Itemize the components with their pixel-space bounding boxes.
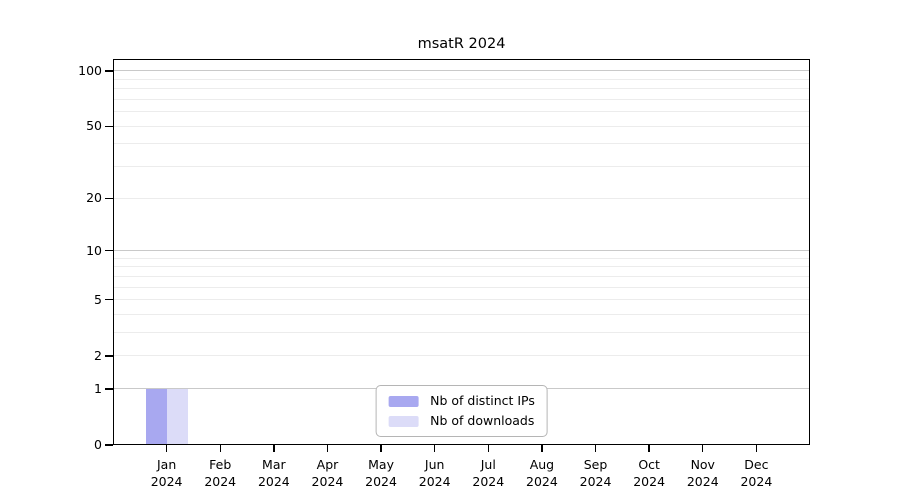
x-axis-tick-label: Jul 2024 <box>472 457 505 489</box>
y-axis-tick-label: 50 <box>86 118 102 134</box>
gridline-minor <box>113 197 810 199</box>
gridline-minor <box>113 111 810 113</box>
plot-area: Nb of distinct IPs Nb of downloads 0 1 2 5 1… <box>78 59 810 489</box>
y-axis-tick <box>105 299 113 301</box>
x-axis-tick <box>594 445 597 452</box>
chart-title: msatR 2024 <box>417 36 506 52</box>
x-axis-tick-label: Sep 2024 <box>579 457 612 489</box>
legend-swatch-distinct-ips <box>388 395 419 407</box>
y-axis-tick <box>105 70 113 72</box>
legend-label-distinct-ips: Nb of distinct IPs <box>430 393 535 408</box>
legend: Nb of distinct IPs Nb of downloads <box>375 385 548 437</box>
gridline-minor <box>113 299 810 301</box>
x-axis-tick-label: Nov 2024 <box>686 457 719 489</box>
bar-nb-of-downloads-jan <box>166 388 188 445</box>
x-axis-tick-label: Oct 2024 <box>633 457 666 489</box>
y-axis-tick <box>105 444 113 446</box>
gridline-minor <box>113 166 810 168</box>
gridline-minor <box>113 314 810 316</box>
y-axis-tick-label: 10 <box>86 242 102 258</box>
x-axis-tick <box>541 445 543 452</box>
x-axis-tick <box>380 445 382 452</box>
gridline-minor <box>113 257 810 259</box>
gridline-minor <box>113 98 810 100</box>
legend-label-downloads: Nb of downloads <box>430 413 535 428</box>
y-axis-tick-label: 100 <box>78 62 102 78</box>
x-axis-tick-label: May 2024 <box>365 457 397 489</box>
legend-item-downloads: Nb of downloads <box>388 412 535 430</box>
gridline-minor <box>113 332 810 334</box>
gridline-minor <box>113 355 810 357</box>
gridline-minor <box>113 88 810 90</box>
x-axis-tick <box>433 445 436 452</box>
y-axis-tick-label: 20 <box>86 190 102 206</box>
x-axis-tick-label: Aug 2024 <box>526 457 558 489</box>
gridline-minor <box>113 125 810 127</box>
y-axis-tick-label: 2 <box>94 347 102 363</box>
x-axis-tick-label: Jun 2024 <box>418 457 451 489</box>
x-axis-tick <box>165 445 168 452</box>
x-axis-tick <box>702 445 704 452</box>
y-axis-tick <box>105 388 113 390</box>
gridline-minor <box>113 266 810 268</box>
gridline-minor <box>113 275 810 277</box>
y-axis-tick <box>105 197 113 199</box>
y-axis-tick <box>105 355 113 357</box>
y-axis-tick-label: 0 <box>94 437 102 452</box>
y-axis-tick-label: 5 <box>94 291 102 307</box>
x-axis-tick-label: Jan 2024 <box>150 457 183 489</box>
x-axis-tick <box>487 445 489 452</box>
x-axis-tick <box>273 445 275 452</box>
x-axis-tick <box>219 445 221 452</box>
x-axis-tick <box>326 445 329 452</box>
gridline-minor <box>113 78 810 80</box>
x-axis-tick-label: Apr 2024 <box>311 457 344 489</box>
x-axis-tick-label: Feb 2024 <box>204 457 237 489</box>
y-axis-tick-label: 1 <box>94 380 102 396</box>
legend-swatch-downloads <box>388 415 419 427</box>
gridline-minor <box>113 286 810 288</box>
y-axis-tick <box>105 249 113 252</box>
y-axis-tick <box>105 125 113 127</box>
x-axis-tick <box>648 445 650 452</box>
legend-item-distinct-ips: Nb of distinct IPs <box>388 392 535 410</box>
gridline-minor <box>113 143 810 145</box>
x-axis-tick <box>755 445 758 452</box>
bar-nb-of-distinct-ips-jan <box>145 388 167 445</box>
gridline-major <box>113 250 810 252</box>
gridline-major <box>113 70 810 72</box>
x-axis-tick-label: Mar 2024 <box>257 457 290 489</box>
x-axis-tick-label: Dec 2024 <box>740 457 773 489</box>
